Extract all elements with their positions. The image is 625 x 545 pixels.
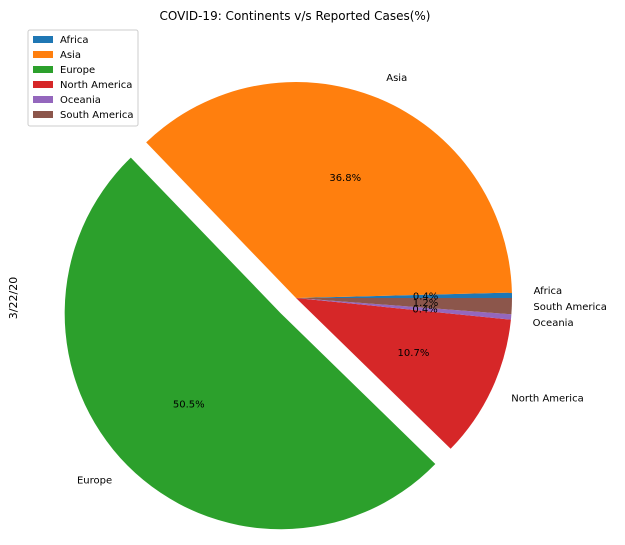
percent-label-africa: 0.4% — [413, 291, 438, 302]
legend: Africa Asia Europe North America Oceania Sout… — [27, 29, 139, 127]
category-label-africa: Africa — [534, 286, 563, 297]
pie-slice-oceania — [296, 298, 512, 320]
y-axis-label: 3/22/20 — [7, 277, 20, 319]
legend-label-north-america: North America — [60, 80, 132, 91]
legend-swatch-south-america — [33, 111, 53, 118]
pie-labels: 0.4% Africa 36.8% Asia 50.5% Europe 10.7% North… — [77, 73, 607, 487]
category-label-south-america: South America — [533, 302, 607, 313]
percent-label-north-america: 10.7% — [398, 348, 430, 359]
legend-swatch-asia — [33, 51, 53, 58]
legend-label-south-america: South America — [60, 110, 134, 121]
legend-swatch-africa — [33, 36, 53, 43]
percent-label-europe: 50.5% — [173, 400, 205, 411]
legend-frame — [27, 29, 139, 127]
legend-swatch-north-america — [33, 81, 53, 88]
legend-label-oceania: Oceania — [60, 95, 101, 106]
category-label-oceania: Oceania — [533, 318, 574, 329]
chart-title: COVID-19: Continents v/s Reported Cases(… — [160, 9, 431, 23]
legend-label-europe: Europe — [60, 65, 95, 76]
legend-label-asia: Asia — [60, 50, 81, 61]
legend-label-africa: Africa — [60, 35, 89, 46]
pie-slice-north-america — [296, 298, 511, 449]
pie-slice-asia — [146, 81, 512, 298]
category-label-asia: Asia — [386, 73, 407, 84]
legend-swatch-europe — [33, 66, 53, 73]
pie-slices — [64, 81, 512, 530]
legend-swatch-oceania — [33, 96, 53, 103]
category-label-europe: Europe — [77, 476, 112, 487]
pie-slice-africa — [296, 292, 512, 298]
pie-slice-south-america — [296, 298, 512, 315]
percent-label-oceania: 0.4% — [412, 304, 437, 315]
category-label-north-america: North America — [511, 393, 583, 404]
percent-label-south-america: 1.2% — [413, 298, 438, 309]
pie-slice-europe — [64, 157, 436, 530]
percent-label-asia: 36.8% — [329, 173, 361, 184]
